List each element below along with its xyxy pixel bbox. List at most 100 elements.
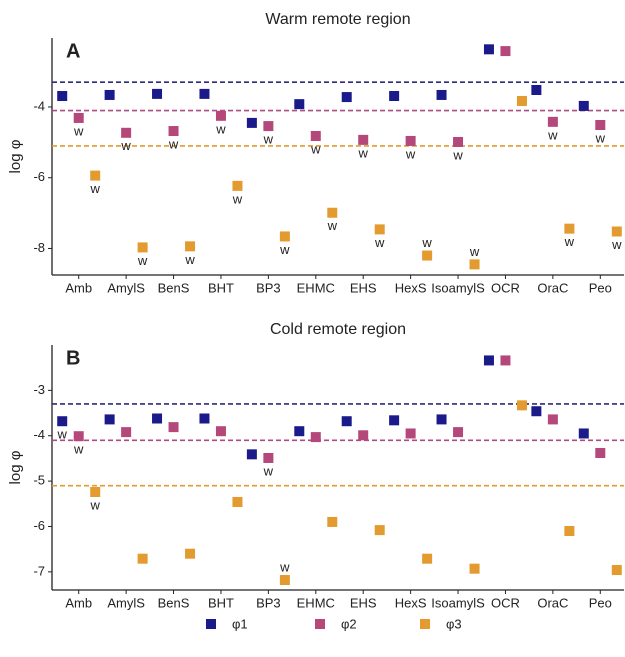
marker (310, 130, 321, 141)
legend-label: φ2 (341, 616, 357, 631)
marker (516, 95, 527, 106)
x-tick-label: EHS (350, 280, 377, 295)
legend-swatch (420, 619, 430, 629)
marker (358, 134, 369, 145)
point-label: w (168, 136, 179, 151)
point-label: w (611, 237, 622, 252)
marker (547, 414, 558, 425)
marker (121, 127, 132, 138)
x-tick-label: OraC (537, 595, 568, 610)
marker (436, 89, 447, 100)
marker (185, 548, 196, 559)
point-label: w (232, 191, 243, 206)
panel-label: B (66, 347, 80, 369)
x-tick-label: OraC (537, 280, 568, 295)
marker (389, 415, 400, 426)
marker (73, 112, 84, 123)
y-tick-label: -7 (33, 563, 45, 578)
legend-label: φ3 (446, 616, 462, 631)
marker (263, 121, 274, 132)
point-label: w (358, 145, 369, 160)
y-tick-label: -6 (33, 169, 45, 184)
marker (215, 426, 226, 437)
legend-label: φ1 (232, 616, 248, 631)
marker (595, 447, 606, 458)
marker (531, 84, 542, 95)
marker (327, 516, 338, 527)
x-tick-label: BenS (158, 280, 190, 295)
marker (531, 406, 542, 417)
legend-swatch (206, 619, 216, 629)
marker (405, 428, 416, 439)
marker (341, 416, 352, 427)
marker (422, 250, 433, 261)
marker (611, 226, 622, 237)
point-label: w (90, 181, 101, 196)
x-tick-label: AmylS (107, 280, 145, 295)
marker (405, 135, 416, 146)
point-label: w (595, 130, 606, 145)
point-label: w (547, 127, 558, 142)
marker (374, 224, 385, 235)
legend-swatch (315, 619, 325, 629)
marker (104, 89, 115, 100)
chart-title: Cold remote region (270, 321, 406, 338)
marker (152, 88, 163, 99)
x-tick-label: BP3 (256, 280, 281, 295)
point-label: w (90, 497, 101, 512)
point-label: w (421, 235, 432, 250)
y-tick-label: -3 (33, 382, 45, 397)
marker (294, 99, 305, 110)
x-tick-label: OCR (491, 280, 520, 295)
x-tick-label: Peo (589, 280, 612, 295)
marker (374, 525, 385, 536)
point-label: w (263, 463, 274, 478)
marker (422, 553, 433, 564)
point-label: w (263, 132, 274, 147)
marker (611, 565, 622, 576)
marker (500, 46, 511, 57)
marker (436, 414, 447, 425)
marker (564, 526, 575, 537)
marker (294, 426, 305, 437)
point-label: w (120, 138, 131, 153)
y-tick-label: -4 (33, 427, 45, 442)
x-tick-label: IsoamylS (431, 280, 485, 295)
y-axis-label: log φ (7, 139, 24, 173)
marker (199, 88, 210, 99)
marker (469, 259, 480, 270)
y-axis-label: log φ (7, 450, 24, 484)
point-label: w (215, 121, 226, 136)
marker (578, 428, 589, 439)
x-tick-label: Peo (589, 595, 612, 610)
marker (358, 430, 369, 441)
marker (57, 416, 68, 427)
x-tick-label: Amb (65, 280, 92, 295)
y-tick-label: -5 (33, 473, 45, 488)
marker (453, 136, 464, 147)
point-label: w (73, 442, 84, 457)
marker (389, 91, 400, 102)
point-label: w (564, 234, 575, 249)
marker (246, 449, 257, 460)
marker (263, 452, 274, 463)
marker (341, 92, 352, 103)
marker (564, 223, 575, 234)
point-label: w (469, 244, 480, 259)
marker (453, 427, 464, 438)
marker (279, 231, 290, 242)
x-tick-label: HexS (395, 595, 427, 610)
y-tick-label: -4 (33, 98, 45, 113)
point-label: w (73, 123, 84, 138)
marker (137, 242, 148, 253)
marker (121, 427, 132, 438)
marker (90, 487, 101, 497)
marker (232, 496, 243, 507)
chart-title: Warm remote region (265, 11, 410, 28)
marker (279, 575, 290, 586)
marker (168, 422, 179, 433)
marker (57, 91, 68, 102)
x-tick-label: EHMC (297, 280, 335, 295)
point-label: w (279, 242, 290, 257)
